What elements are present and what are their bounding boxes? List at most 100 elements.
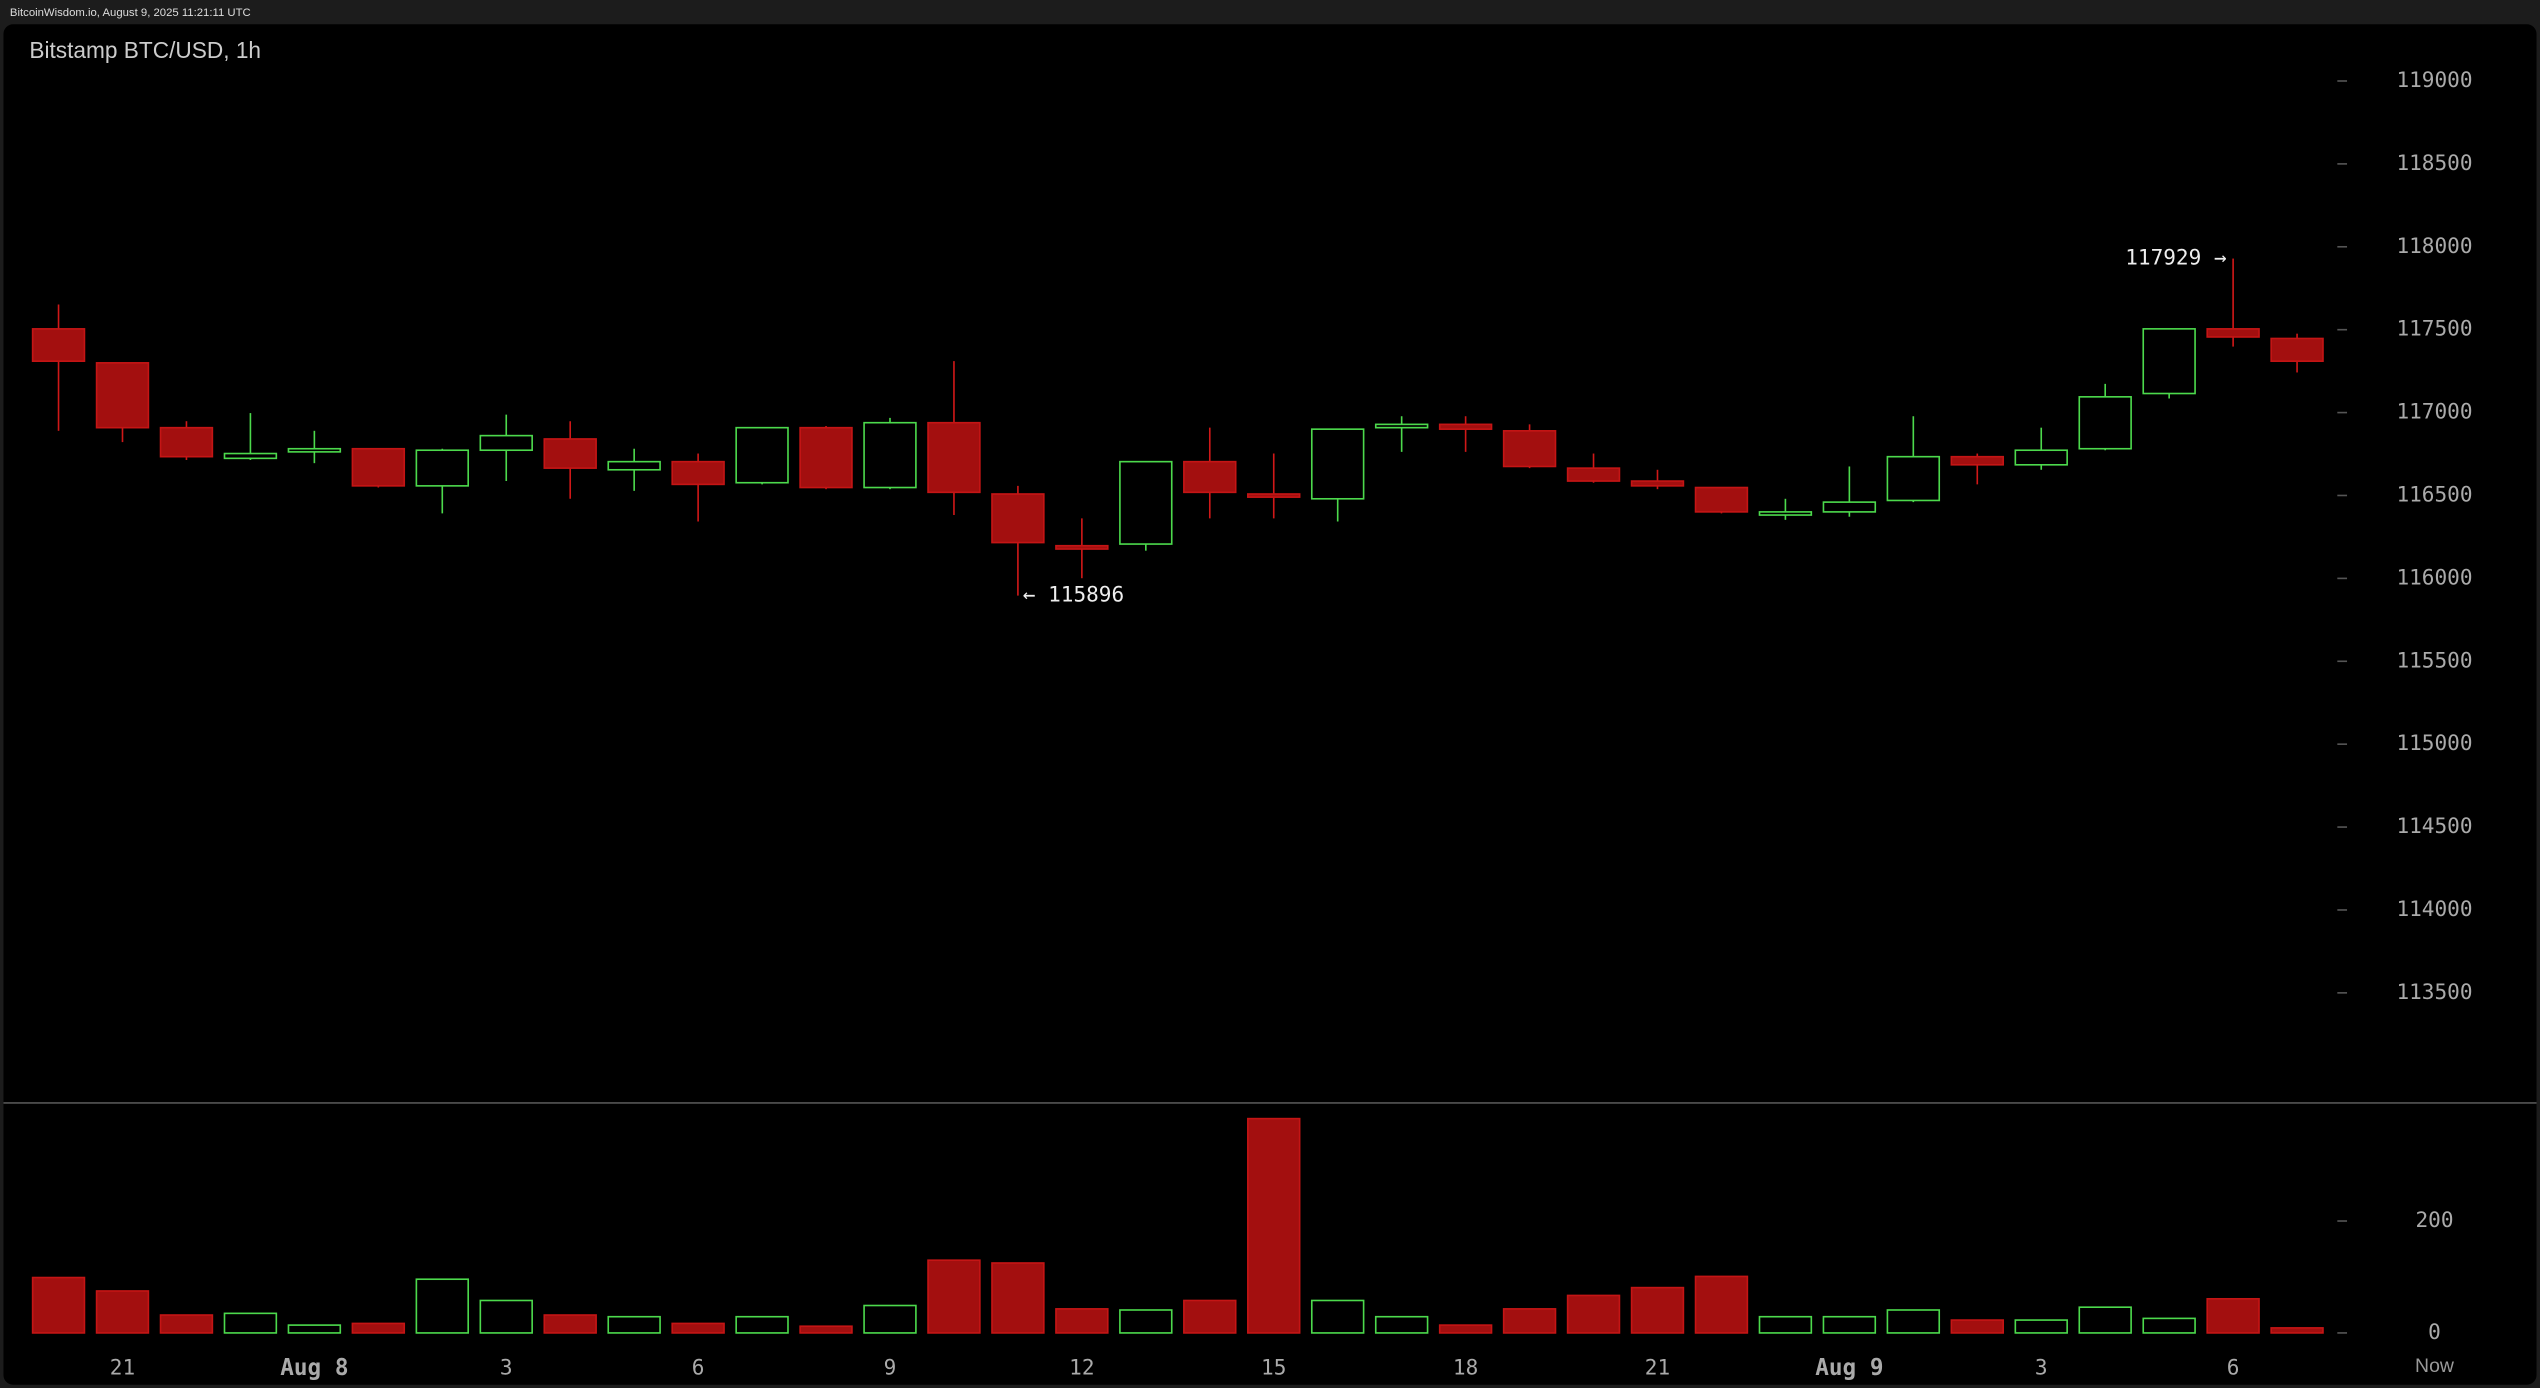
volume-bar bbox=[1886, 1309, 1941, 1334]
y-tick-label: 114000 bbox=[2396, 896, 2472, 921]
candle-body bbox=[1247, 493, 1301, 498]
candle-body bbox=[2142, 328, 2196, 395]
y-tick-label: 119000 bbox=[2396, 67, 2472, 92]
volume-bar bbox=[2206, 1297, 2260, 1334]
y-tick-label: 118000 bbox=[2396, 233, 2472, 258]
candle-body bbox=[95, 362, 150, 429]
candle-body bbox=[351, 447, 406, 487]
x-tick-label: 9 bbox=[884, 1355, 897, 1380]
x-tick-label: 15 bbox=[1261, 1355, 1286, 1380]
volume-bar bbox=[1183, 1299, 1237, 1334]
volume-bar bbox=[799, 1325, 853, 1334]
candle-body bbox=[991, 493, 1045, 544]
candle-body bbox=[2014, 449, 2068, 466]
candle-body bbox=[543, 438, 597, 469]
volume-bar bbox=[1247, 1117, 1301, 1334]
candle-body bbox=[1055, 544, 1109, 550]
candle-body bbox=[1822, 501, 1877, 513]
volume-bar bbox=[2014, 1319, 2068, 1334]
candle-body bbox=[415, 449, 470, 487]
candle-body bbox=[31, 328, 86, 362]
y-tick-label: 116000 bbox=[2396, 564, 2472, 589]
volume-bar bbox=[863, 1304, 917, 1334]
volume-bar bbox=[159, 1314, 214, 1334]
volume-bar bbox=[223, 1312, 278, 1334]
candle-body bbox=[223, 452, 278, 460]
volume-bar bbox=[1630, 1286, 1685, 1334]
candle-body bbox=[1694, 486, 1749, 513]
volume-bar bbox=[671, 1322, 725, 1334]
candle-body bbox=[1950, 455, 2005, 466]
volume-bar bbox=[287, 1324, 342, 1334]
candle-body bbox=[671, 460, 725, 486]
volume-tick-label: 200 bbox=[2415, 1207, 2453, 1232]
candle-body bbox=[1119, 460, 1173, 545]
candle-body bbox=[1183, 460, 1237, 494]
candle-body bbox=[735, 426, 789, 484]
volume-bar bbox=[415, 1278, 470, 1334]
candle-body bbox=[927, 421, 981, 494]
header-text: BitcoinWisdom.io, August 9, 2025 11:21:1… bbox=[10, 7, 251, 19]
y-tick-label: 113500 bbox=[2396, 979, 2472, 1004]
candle-body bbox=[1502, 430, 1557, 468]
volume-bar bbox=[1055, 1308, 1109, 1334]
volume-tick-label: 0 bbox=[2428, 1319, 2441, 1344]
volume-bar bbox=[95, 1290, 150, 1334]
volume-bar bbox=[1374, 1315, 1429, 1334]
candle-body bbox=[287, 447, 342, 453]
x-tick-label: 6 bbox=[692, 1355, 705, 1380]
now-label: Now bbox=[2415, 1355, 2455, 1377]
candle-body bbox=[1886, 455, 1941, 502]
chart-panel bbox=[3, 24, 2537, 1385]
candle-body bbox=[2206, 328, 2260, 338]
chart-title: Bitstamp BTC/USD, 1h bbox=[29, 37, 261, 63]
candle-body bbox=[1758, 511, 1813, 516]
y-tick-label: 118500 bbox=[2396, 150, 2472, 175]
y-tick-label: 114500 bbox=[2396, 813, 2472, 838]
x-tick-label: Aug 9 bbox=[1815, 1355, 1883, 1381]
volume-bar bbox=[1758, 1315, 1813, 1334]
volume-bar bbox=[1119, 1309, 1173, 1334]
x-tick-label: 18 bbox=[1453, 1355, 1478, 1380]
candle-body bbox=[479, 434, 533, 452]
x-tick-label: 3 bbox=[2035, 1355, 2048, 1380]
x-tick-label: Aug 8 bbox=[280, 1355, 348, 1381]
low-annotation: ← 115896 bbox=[1023, 582, 1124, 607]
volume-bar bbox=[543, 1314, 597, 1334]
candle-body bbox=[1566, 467, 1621, 482]
y-tick-label: 116500 bbox=[2396, 481, 2472, 506]
volume-bar bbox=[1950, 1319, 2005, 1334]
volume-bar bbox=[1566, 1294, 1621, 1334]
volume-bar bbox=[991, 1262, 1045, 1334]
x-tick-label: 21 bbox=[110, 1355, 135, 1380]
candle-body bbox=[1310, 428, 1365, 500]
candle-body bbox=[863, 421, 917, 489]
candle-body bbox=[607, 460, 661, 471]
volume-bar bbox=[351, 1322, 406, 1334]
candle-body bbox=[1438, 423, 1493, 430]
volume-bar bbox=[479, 1299, 533, 1334]
volume-bar bbox=[1438, 1324, 1493, 1334]
volume-bar bbox=[735, 1315, 789, 1334]
candle-body bbox=[1630, 480, 1685, 487]
candle-body bbox=[2270, 337, 2324, 362]
x-tick-label: 6 bbox=[2227, 1355, 2240, 1380]
x-tick-label: 12 bbox=[1069, 1355, 1094, 1380]
y-tick-label: 115000 bbox=[2396, 730, 2472, 755]
high-annotation: 117929 → bbox=[2125, 245, 2226, 270]
volume-bar bbox=[2270, 1327, 2324, 1334]
candle-body bbox=[799, 426, 853, 489]
candle-body bbox=[1374, 423, 1429, 429]
candle-body bbox=[2078, 396, 2132, 450]
volume-bar bbox=[31, 1276, 86, 1334]
volume-bar bbox=[2078, 1306, 2132, 1334]
y-tick-label: 117500 bbox=[2396, 316, 2472, 341]
candle-body bbox=[159, 426, 214, 458]
volume-bar bbox=[1502, 1308, 1557, 1334]
volume-bar bbox=[2142, 1317, 2196, 1334]
x-tick-label: 21 bbox=[1645, 1355, 1670, 1380]
volume-bar bbox=[1310, 1299, 1365, 1334]
volume-bar bbox=[607, 1315, 661, 1334]
